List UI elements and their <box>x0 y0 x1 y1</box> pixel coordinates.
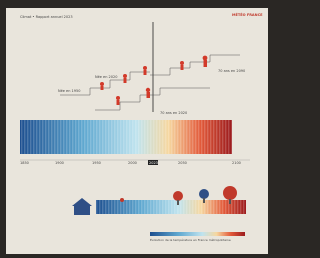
year: 1900 <box>55 161 64 165</box>
logo: MÉTÉO FRANCE <box>232 12 263 17</box>
label: 70 ans en 2090 <box>218 69 245 73</box>
label: Née en 1950 <box>58 89 80 93</box>
stripe-texture <box>96 200 246 214</box>
label: Née en 2020 <box>95 75 117 79</box>
year: 1950 <box>92 161 101 165</box>
label: 70 ans en 2020 <box>160 111 187 115</box>
year: 2050 <box>178 161 187 165</box>
year: 2100 <box>232 161 241 165</box>
scale-title: Évolution de la température en France mé… <box>150 237 231 242</box>
title: Climat • Rapport annuel 2023 <box>20 15 73 19</box>
year: 2000 <box>128 161 137 165</box>
photo: Climat • Rapport annuel 2023 MÉTÉO FRANC… <box>0 0 272 254</box>
page: Climat • Rapport annuel 2023 MÉTÉO FRANC… <box>0 0 272 254</box>
year: 1850 <box>20 161 29 165</box>
year: 2023 <box>149 161 158 165</box>
stripe-texture <box>20 120 232 154</box>
color-scale <box>150 232 245 236</box>
